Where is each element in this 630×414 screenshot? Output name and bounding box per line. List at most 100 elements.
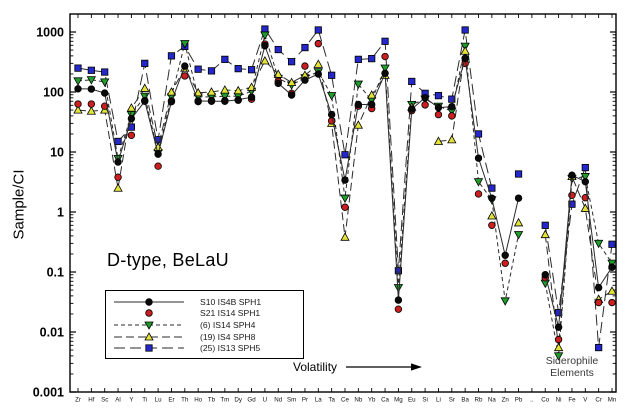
legend-item: (19) IS4 SPH8 bbox=[112, 331, 297, 343]
x-tick-label: Ba bbox=[461, 397, 469, 404]
data-point bbox=[301, 62, 309, 70]
data-point bbox=[141, 97, 149, 105]
data-point bbox=[394, 296, 403, 304]
data-point bbox=[568, 200, 576, 208]
data-point bbox=[341, 203, 349, 211]
legend-marker-triangle-down-icon bbox=[114, 321, 184, 330]
legend-marker-circle-icon bbox=[114, 298, 184, 306]
data-point bbox=[194, 65, 202, 73]
data-point bbox=[86, 76, 97, 85]
data-point bbox=[368, 55, 376, 63]
data-point bbox=[381, 69, 389, 77]
x-tick-label: Na bbox=[488, 397, 496, 404]
data-point bbox=[487, 211, 497, 220]
data-point bbox=[448, 95, 456, 103]
data-point bbox=[114, 158, 122, 166]
data-point bbox=[141, 59, 149, 67]
x-tick-label: Sm bbox=[287, 397, 296, 404]
data-point bbox=[326, 92, 337, 101]
data-point bbox=[287, 91, 296, 99]
data-point bbox=[167, 52, 176, 60]
data-point bbox=[274, 79, 282, 88]
data-point bbox=[514, 194, 523, 202]
x-tick-label: Pb bbox=[515, 397, 523, 404]
x-tick-label: Tb bbox=[208, 397, 216, 404]
data-point bbox=[207, 67, 216, 75]
data-point bbox=[408, 77, 416, 86]
data-point bbox=[461, 54, 469, 62]
data-point bbox=[473, 178, 484, 187]
x-tick-label: Sc bbox=[101, 397, 108, 404]
data-point bbox=[313, 59, 323, 68]
x-tick-label: .. bbox=[530, 397, 534, 404]
data-point bbox=[314, 39, 322, 48]
data-point bbox=[101, 68, 109, 76]
data-point bbox=[595, 343, 603, 352]
volatility-arrow-icon bbox=[346, 363, 423, 371]
data-point bbox=[581, 163, 589, 172]
x-tick-label: Y bbox=[129, 397, 133, 404]
data-point bbox=[127, 123, 135, 131]
y-tick-label: 10 bbox=[50, 145, 64, 159]
data-point bbox=[433, 136, 444, 145]
data-point bbox=[261, 42, 269, 50]
data-point bbox=[460, 46, 470, 55]
data-point bbox=[408, 105, 416, 113]
data-point bbox=[140, 83, 150, 92]
data-point bbox=[87, 66, 95, 74]
data-point bbox=[340, 232, 350, 241]
data-point bbox=[353, 120, 364, 129]
data-point bbox=[221, 55, 229, 63]
y-axis-label: Sample/CI bbox=[10, 169, 28, 240]
data-point bbox=[181, 72, 189, 80]
x-tick-label: Ta bbox=[328, 397, 335, 404]
x-tick-label: Mn bbox=[608, 397, 617, 404]
x-tick-label: Dy bbox=[234, 397, 242, 404]
data-point bbox=[553, 352, 564, 361]
data-point bbox=[447, 134, 457, 144]
legend-label: (19) IS4 SPH8 bbox=[200, 331, 256, 342]
data-point bbox=[500, 297, 510, 306]
data-point bbox=[354, 55, 362, 63]
data-point bbox=[100, 89, 109, 97]
y-tick-label: 1000 bbox=[36, 25, 64, 39]
data-point bbox=[514, 170, 523, 178]
data-point bbox=[540, 229, 550, 239]
data-point bbox=[87, 85, 96, 93]
data-point bbox=[474, 190, 483, 198]
data-point bbox=[234, 96, 242, 104]
data-point bbox=[380, 64, 390, 74]
series--25-is13-sph5 bbox=[74, 25, 616, 352]
data-point bbox=[247, 66, 256, 74]
x-tick-label: Sr bbox=[449, 397, 455, 404]
x-tick-label: Ce bbox=[341, 397, 349, 404]
data-point bbox=[194, 97, 202, 105]
data-point bbox=[554, 335, 563, 344]
data-point bbox=[233, 85, 243, 95]
legend-marker-square-icon bbox=[114, 344, 184, 352]
data-point bbox=[553, 342, 564, 352]
x-tick-label: Zr bbox=[75, 397, 81, 404]
data-point bbox=[393, 284, 404, 293]
data-point bbox=[501, 259, 509, 267]
x-tick-label: Ni bbox=[556, 397, 562, 404]
data-point bbox=[180, 40, 190, 49]
x-tick-label: Gd bbox=[247, 397, 256, 404]
data-point bbox=[154, 150, 162, 158]
legend-marker-triangle-up-icon bbox=[114, 331, 184, 340]
data-point bbox=[73, 77, 83, 86]
data-point bbox=[581, 177, 589, 186]
legend-marker-circle-icon bbox=[145, 309, 153, 318]
data-point bbox=[127, 131, 136, 139]
y-tick-label: 0.01 bbox=[40, 325, 64, 339]
y-tick-label: 0.001 bbox=[33, 385, 64, 399]
x-tick-label: La bbox=[315, 397, 322, 404]
legend-label: S21 IS14 SPH1 bbox=[200, 308, 261, 319]
x-tick-label: Yb bbox=[368, 397, 376, 404]
data-point bbox=[126, 103, 137, 112]
data-point bbox=[301, 43, 309, 52]
data-point bbox=[568, 171, 576, 179]
x-tick-label: Ca bbox=[381, 397, 389, 404]
x-tick-label: V bbox=[583, 397, 588, 404]
